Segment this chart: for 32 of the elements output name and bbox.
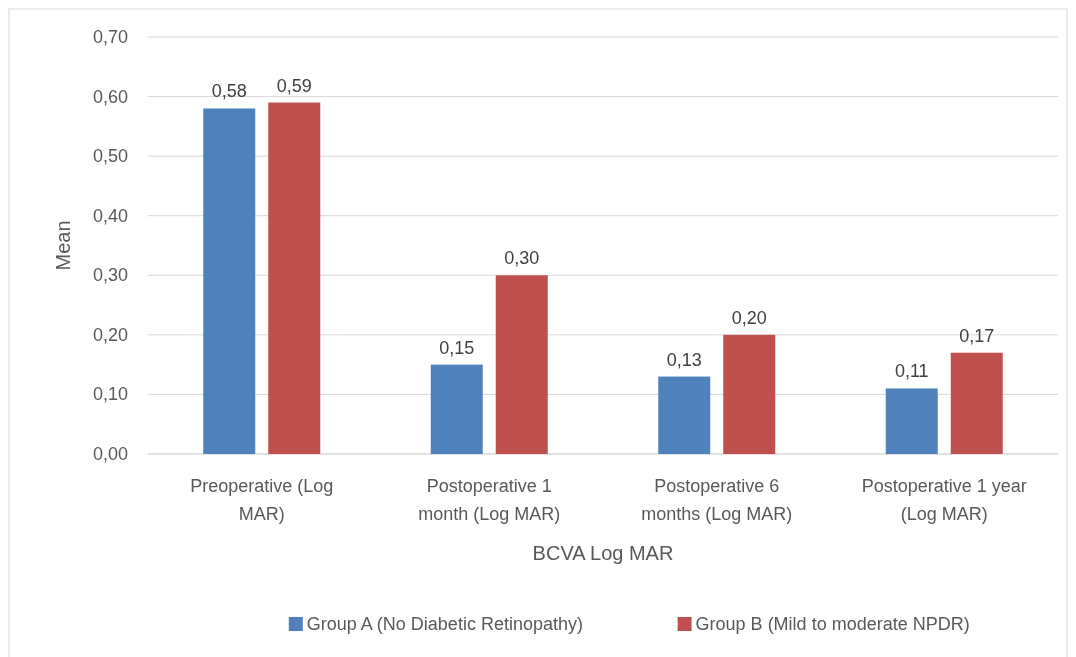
y-tick-label: 0,30 bbox=[92, 265, 128, 286]
data-label: 0,13 bbox=[666, 349, 702, 370]
y-axis-title: Mean bbox=[52, 220, 74, 271]
y-tick-label: 0,60 bbox=[92, 86, 128, 107]
y-tick-label: 0,70 bbox=[92, 27, 128, 47]
x-tick-label: Postoperative 6 months (Log MAR) bbox=[641, 476, 793, 524]
x-axis-title: BCVA Log MAR bbox=[532, 542, 674, 564]
bar bbox=[950, 352, 1003, 454]
y-tick-label: 0,40 bbox=[92, 205, 128, 226]
data-label: 0,17 bbox=[959, 325, 995, 346]
bar bbox=[430, 364, 483, 454]
data-label: 0,11 bbox=[894, 361, 929, 382]
data-label: 0,58 bbox=[211, 81, 247, 102]
bar bbox=[723, 334, 776, 454]
bar bbox=[495, 275, 548, 454]
y-tick-label: 0,20 bbox=[92, 324, 128, 345]
bar bbox=[268, 102, 321, 454]
bar bbox=[885, 388, 938, 454]
legend-label: Group B (Mild to moderate NPDR) bbox=[695, 614, 970, 634]
data-label: 0,20 bbox=[731, 307, 767, 328]
data-label: 0,59 bbox=[276, 75, 312, 96]
bar bbox=[203, 108, 256, 454]
bar bbox=[658, 376, 711, 454]
y-tick-label: 0,10 bbox=[92, 384, 128, 405]
x-tick-label: Postoperative 1 year (Log MAR) bbox=[861, 476, 1027, 524]
x-tick-label: Preoperative (Log MAR) bbox=[190, 476, 334, 524]
x-tick-label: Postoperative 1 month (Log MAR) bbox=[418, 476, 561, 524]
y-tick-label: 0,00 bbox=[92, 444, 128, 464]
y-tick-label: 0,50 bbox=[92, 146, 128, 167]
data-label: 0,15 bbox=[439, 337, 475, 358]
data-label: 0,30 bbox=[504, 248, 540, 269]
legend-label: Group A (No Diabetic Retinopathy) bbox=[306, 614, 583, 634]
